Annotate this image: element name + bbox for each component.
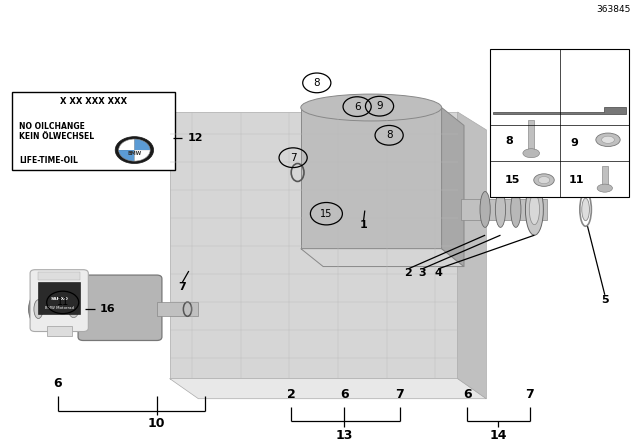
Circle shape <box>115 137 154 164</box>
Text: BMW: BMW <box>127 151 141 156</box>
Bar <box>602 166 608 190</box>
Text: 15: 15 <box>320 209 333 219</box>
Text: 7: 7 <box>179 282 186 292</box>
Polygon shape <box>170 379 486 399</box>
Ellipse shape <box>301 94 442 121</box>
Text: 16: 16 <box>100 304 115 314</box>
Wedge shape <box>118 150 134 161</box>
Text: 3: 3 <box>419 268 426 278</box>
Text: KEIN ÖLWECHSEL: KEIN ÖLWECHSEL <box>19 132 94 141</box>
FancyBboxPatch shape <box>78 275 162 340</box>
Text: 4: 4 <box>435 268 442 278</box>
Text: SAF-XO: SAF-XO <box>51 297 68 301</box>
Text: 7: 7 <box>525 388 534 401</box>
Text: 8: 8 <box>314 78 320 88</box>
Ellipse shape <box>495 192 506 227</box>
Text: 13: 13 <box>335 429 353 442</box>
Text: 6: 6 <box>53 377 62 391</box>
Text: 6: 6 <box>340 388 349 401</box>
Bar <box>12 92 175 170</box>
Text: 5: 5 <box>601 295 609 305</box>
Text: 8: 8 <box>505 136 513 146</box>
Text: 10: 10 <box>148 417 166 430</box>
Polygon shape <box>170 112 458 379</box>
Bar <box>38 272 80 280</box>
Text: 9: 9 <box>570 138 578 148</box>
Text: 7: 7 <box>290 153 296 163</box>
Wedge shape <box>134 150 150 161</box>
Text: LIFE-TIME-OIL: LIFE-TIME-OIL <box>19 156 78 165</box>
Wedge shape <box>134 139 150 150</box>
Polygon shape <box>493 107 626 114</box>
Text: 6: 6 <box>463 388 472 401</box>
Polygon shape <box>301 108 442 249</box>
Ellipse shape <box>596 133 620 146</box>
Text: 12: 12 <box>188 133 203 142</box>
Ellipse shape <box>523 149 540 158</box>
Ellipse shape <box>534 174 554 186</box>
Text: 1: 1 <box>360 220 367 230</box>
Ellipse shape <box>61 287 86 327</box>
Ellipse shape <box>511 192 521 227</box>
Bar <box>528 120 534 156</box>
Ellipse shape <box>538 177 550 184</box>
Polygon shape <box>458 112 486 399</box>
Bar <box>157 302 198 316</box>
FancyBboxPatch shape <box>30 270 88 332</box>
Text: 2: 2 <box>287 388 296 401</box>
Text: 2: 2 <box>404 268 412 278</box>
Ellipse shape <box>602 136 614 143</box>
Bar <box>490 49 629 197</box>
Text: 11: 11 <box>56 297 69 307</box>
Ellipse shape <box>582 198 589 221</box>
Text: 11: 11 <box>568 175 584 185</box>
Text: 6: 6 <box>354 102 360 112</box>
Bar <box>47 326 72 336</box>
Ellipse shape <box>34 300 43 319</box>
Text: 9: 9 <box>376 101 383 111</box>
Ellipse shape <box>529 194 540 224</box>
Text: X XX XXX XXX: X XX XXX XXX <box>60 97 127 106</box>
Text: 8: 8 <box>386 130 392 140</box>
Text: 363845: 363845 <box>596 5 630 14</box>
Bar <box>38 282 80 314</box>
Polygon shape <box>301 249 464 267</box>
Polygon shape <box>442 108 464 267</box>
Ellipse shape <box>525 184 543 235</box>
Text: NO OILCHANGE: NO OILCHANGE <box>19 122 85 131</box>
Text: 7: 7 <box>396 388 404 401</box>
Text: BMW Motorrad: BMW Motorrad <box>45 306 74 310</box>
Text: 14: 14 <box>489 429 507 442</box>
Ellipse shape <box>480 192 490 227</box>
Text: 15: 15 <box>504 175 520 185</box>
Wedge shape <box>118 139 134 150</box>
Bar <box>461 199 547 220</box>
Ellipse shape <box>29 292 48 326</box>
Ellipse shape <box>597 184 612 192</box>
Ellipse shape <box>68 296 79 318</box>
